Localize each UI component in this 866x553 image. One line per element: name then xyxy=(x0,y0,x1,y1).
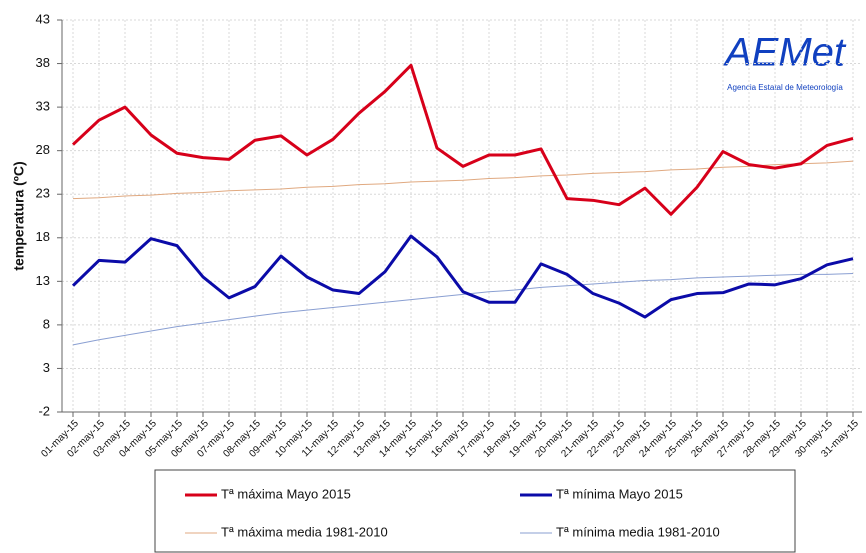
y-tick-label: -2 xyxy=(38,403,50,418)
series-line xyxy=(71,234,854,319)
legend-box xyxy=(154,469,796,553)
y-tick-label: 18 xyxy=(36,229,50,244)
legend-label: Tª máxima Mayo 2015 xyxy=(221,486,351,501)
y-tick-label: 13 xyxy=(36,273,50,288)
y-tick-label: 33 xyxy=(36,99,50,114)
series-line xyxy=(72,272,854,346)
legend-label: Tª máxima media 1981-2010 xyxy=(221,524,388,539)
y-tick-label: 23 xyxy=(36,186,50,201)
y-tick-label: 38 xyxy=(36,55,50,70)
y-tick-label: 43 xyxy=(36,11,50,26)
series-line xyxy=(71,63,854,216)
y-tick-label: 3 xyxy=(43,360,50,375)
legend-label: Tª mínima media 1981-2010 xyxy=(556,524,720,539)
logo-subtitle: Agencia Estatal de Meteorología xyxy=(727,83,843,92)
legend-label: Tª mínima Mayo 2015 xyxy=(556,486,683,501)
y-tick-label: 28 xyxy=(36,142,50,157)
logo: AEMet xyxy=(723,31,847,75)
y-tick-label: 8 xyxy=(43,316,50,331)
series-line xyxy=(72,160,854,200)
y-axis-label: temperatura (ºC) xyxy=(11,161,27,270)
